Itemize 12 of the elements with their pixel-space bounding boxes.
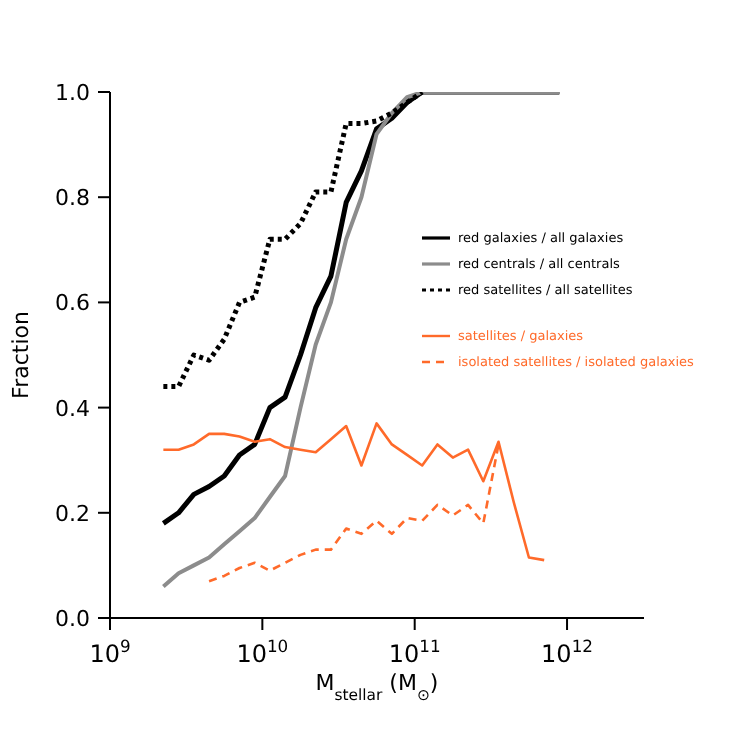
y-axis-title: Fraction bbox=[7, 311, 34, 399]
y-tick-label: 0.6 bbox=[55, 290, 90, 317]
x-tick-label: 10$^{9}$ bbox=[89, 636, 131, 668]
y-tick-label: 0.2 bbox=[55, 500, 90, 527]
y-tick-label: 1.0 bbox=[55, 80, 90, 106]
y-tick-label: 0.4 bbox=[55, 395, 90, 422]
y-tick-label: 0.0 bbox=[55, 606, 90, 632]
x-tick-label: 10$^{11}$ bbox=[388, 636, 441, 668]
x-tick-label: 10$^{10}$ bbox=[236, 636, 289, 668]
x-tick-label: 10$^{12}$ bbox=[541, 636, 593, 668]
y-tick-label: 0.8 bbox=[55, 185, 90, 212]
x-axis-title: M$_{stellar}$ (M$_{⊙}$) bbox=[315, 670, 439, 703]
